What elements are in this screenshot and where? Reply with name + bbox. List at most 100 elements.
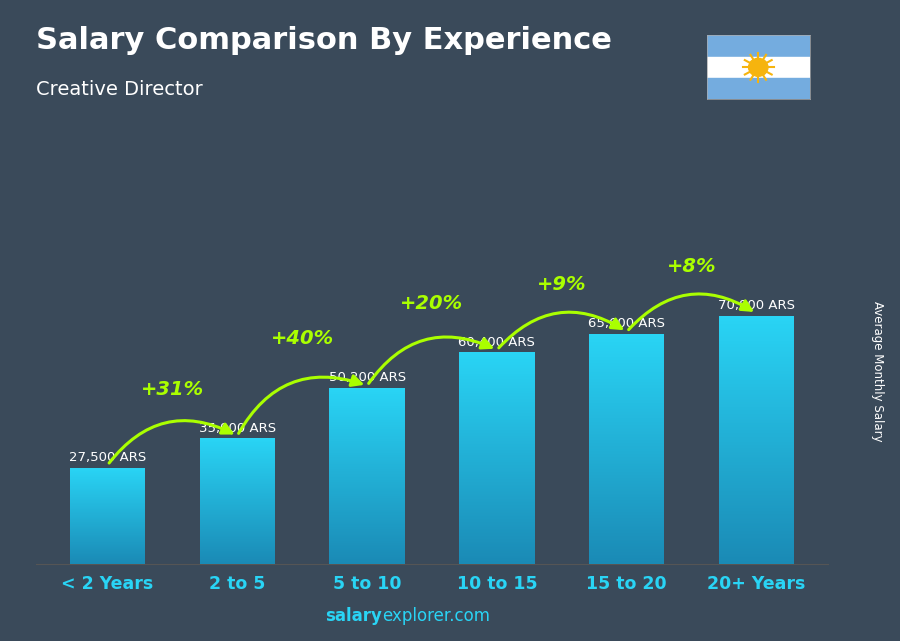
Bar <box>459 396 535 397</box>
Bar <box>590 360 664 362</box>
Bar <box>719 506 794 508</box>
Bar <box>329 512 405 513</box>
Bar <box>719 496 794 498</box>
Bar <box>329 394 405 395</box>
Bar <box>329 441 405 442</box>
Text: 35,900 ARS: 35,900 ARS <box>199 422 275 435</box>
Bar <box>329 523 405 524</box>
Bar <box>590 492 664 494</box>
Bar <box>459 549 535 550</box>
Bar <box>70 481 145 482</box>
Bar <box>459 530 535 531</box>
Bar <box>719 504 794 506</box>
Bar <box>459 524 535 526</box>
Bar <box>719 388 794 390</box>
Bar <box>459 557 535 558</box>
Bar <box>719 551 794 553</box>
Bar <box>459 389 535 390</box>
Bar <box>719 394 794 395</box>
Bar <box>329 529 405 530</box>
Bar <box>70 553 145 554</box>
Bar <box>719 516 794 518</box>
Bar <box>459 547 535 549</box>
Bar <box>200 467 274 468</box>
Bar <box>329 531 405 533</box>
Bar <box>70 489 145 490</box>
Bar <box>329 445 405 447</box>
Bar <box>459 426 535 427</box>
Bar <box>200 469 274 470</box>
Bar <box>590 515 664 517</box>
Bar <box>459 504 535 506</box>
Bar <box>329 462 405 463</box>
Bar <box>70 476 145 477</box>
Bar <box>719 456 794 458</box>
Bar <box>200 517 274 518</box>
Bar <box>70 515 145 516</box>
Bar <box>590 353 664 354</box>
Bar <box>329 420 405 421</box>
Bar <box>200 557 274 558</box>
Bar <box>590 337 664 339</box>
Bar <box>200 477 274 478</box>
Bar <box>719 463 794 465</box>
Bar <box>459 528 535 529</box>
Bar <box>459 520 535 522</box>
Bar <box>719 521 794 522</box>
Bar <box>590 550 664 552</box>
Bar <box>590 498 664 500</box>
Bar <box>329 562 405 563</box>
Bar <box>70 487 145 488</box>
Bar <box>329 389 405 390</box>
Bar <box>459 523 535 524</box>
Bar <box>200 547 274 548</box>
Bar <box>329 467 405 468</box>
Bar <box>719 419 794 420</box>
Bar <box>70 539 145 540</box>
Bar <box>719 542 794 544</box>
Bar <box>329 508 405 509</box>
Bar <box>329 443 405 444</box>
Bar <box>459 353 535 354</box>
Bar <box>590 486 664 487</box>
Bar <box>459 474 535 475</box>
Bar <box>590 399 664 400</box>
Bar <box>329 458 405 460</box>
Bar <box>459 392 535 394</box>
Bar <box>719 493 794 495</box>
Bar <box>719 447 794 448</box>
Bar <box>719 377 794 379</box>
Bar <box>590 506 664 508</box>
Bar <box>459 413 535 415</box>
Text: +40%: +40% <box>271 329 334 349</box>
Bar <box>459 533 535 535</box>
Bar <box>459 517 535 519</box>
Bar <box>459 390 535 392</box>
Bar <box>459 416 535 417</box>
Bar <box>590 513 664 515</box>
Bar <box>719 369 794 370</box>
Bar <box>329 407 405 408</box>
Bar <box>590 420 664 422</box>
Bar <box>459 356 535 358</box>
Text: 50,200 ARS: 50,200 ARS <box>328 371 406 385</box>
Bar <box>459 542 535 543</box>
Bar <box>590 380 664 381</box>
Bar <box>200 491 274 492</box>
Bar <box>70 488 145 489</box>
Bar <box>719 435 794 437</box>
Bar <box>719 440 794 442</box>
Bar <box>590 404 664 406</box>
Bar <box>329 444 405 445</box>
Bar <box>459 482 535 484</box>
Bar <box>590 485 664 486</box>
Bar <box>200 535 274 536</box>
Bar <box>329 492 405 494</box>
Bar <box>719 558 794 559</box>
Bar <box>200 461 274 462</box>
Bar <box>70 518 145 519</box>
Bar <box>459 365 535 367</box>
Bar <box>719 528 794 529</box>
Bar <box>329 392 405 393</box>
Bar <box>590 365 664 367</box>
